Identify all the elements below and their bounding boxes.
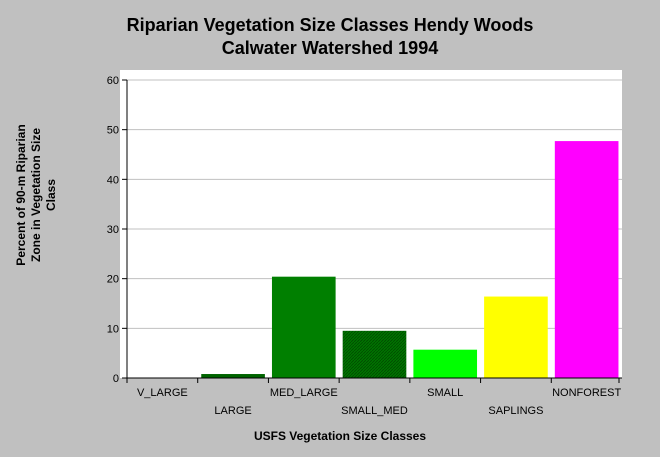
- bar-small: [413, 349, 478, 378]
- tick-labels: 0 10 20 30 40 50 60 V_LARGE LARGE MED_LARGESMALL_…: [107, 75, 622, 417]
- bar-med-large: [271, 276, 336, 378]
- grid-lines: [127, 79, 622, 379]
- y-tick-label: 50: [107, 125, 119, 137]
- bar-small-med: [342, 330, 407, 378]
- x-tick-label: V_LARGE: [137, 387, 188, 399]
- y-axis-title: Percent of 90-m Riparian Zone in Vegetati…: [14, 124, 58, 265]
- bar-large: [201, 374, 265, 378]
- y-tick-label: 0: [113, 373, 119, 385]
- chart-title: Riparian Vegetation Size Classes Hendy W…: [126, 15, 534, 35]
- y-tick-label: 60: [107, 75, 119, 87]
- x-tick-label: SMALL_MED: [341, 405, 408, 417]
- y-tick-label: 20: [107, 274, 119, 286]
- y-axis-title-line: Class: [44, 179, 58, 211]
- bars: [201, 141, 619, 378]
- x-tick-label: NONFOREST: [552, 387, 621, 399]
- y-tick-label: 40: [107, 174, 119, 186]
- axes: [122, 79, 622, 383]
- chart-subtitle: Calwater Watershed 1994: [221, 38, 439, 58]
- x-tick-label: MED_LARGE: [270, 387, 338, 399]
- x-axis-title: USFS Vegetation Size Classes: [254, 429, 426, 443]
- y-tick-label: 30: [107, 224, 119, 236]
- bar-nonforest: [554, 141, 619, 378]
- x-tick-label: LARGE: [214, 405, 251, 417]
- x-tick-label: SAPLINGS: [488, 405, 543, 417]
- y-tick-label: 10: [107, 323, 119, 335]
- y-axis-title-line: Percent of 90-m Riparian: [14, 124, 28, 265]
- x-tick-label: SMALL: [427, 387, 463, 399]
- y-axis-title-line: Zone in Vegetation Size: [29, 128, 43, 262]
- bar-saplings: [484, 296, 548, 378]
